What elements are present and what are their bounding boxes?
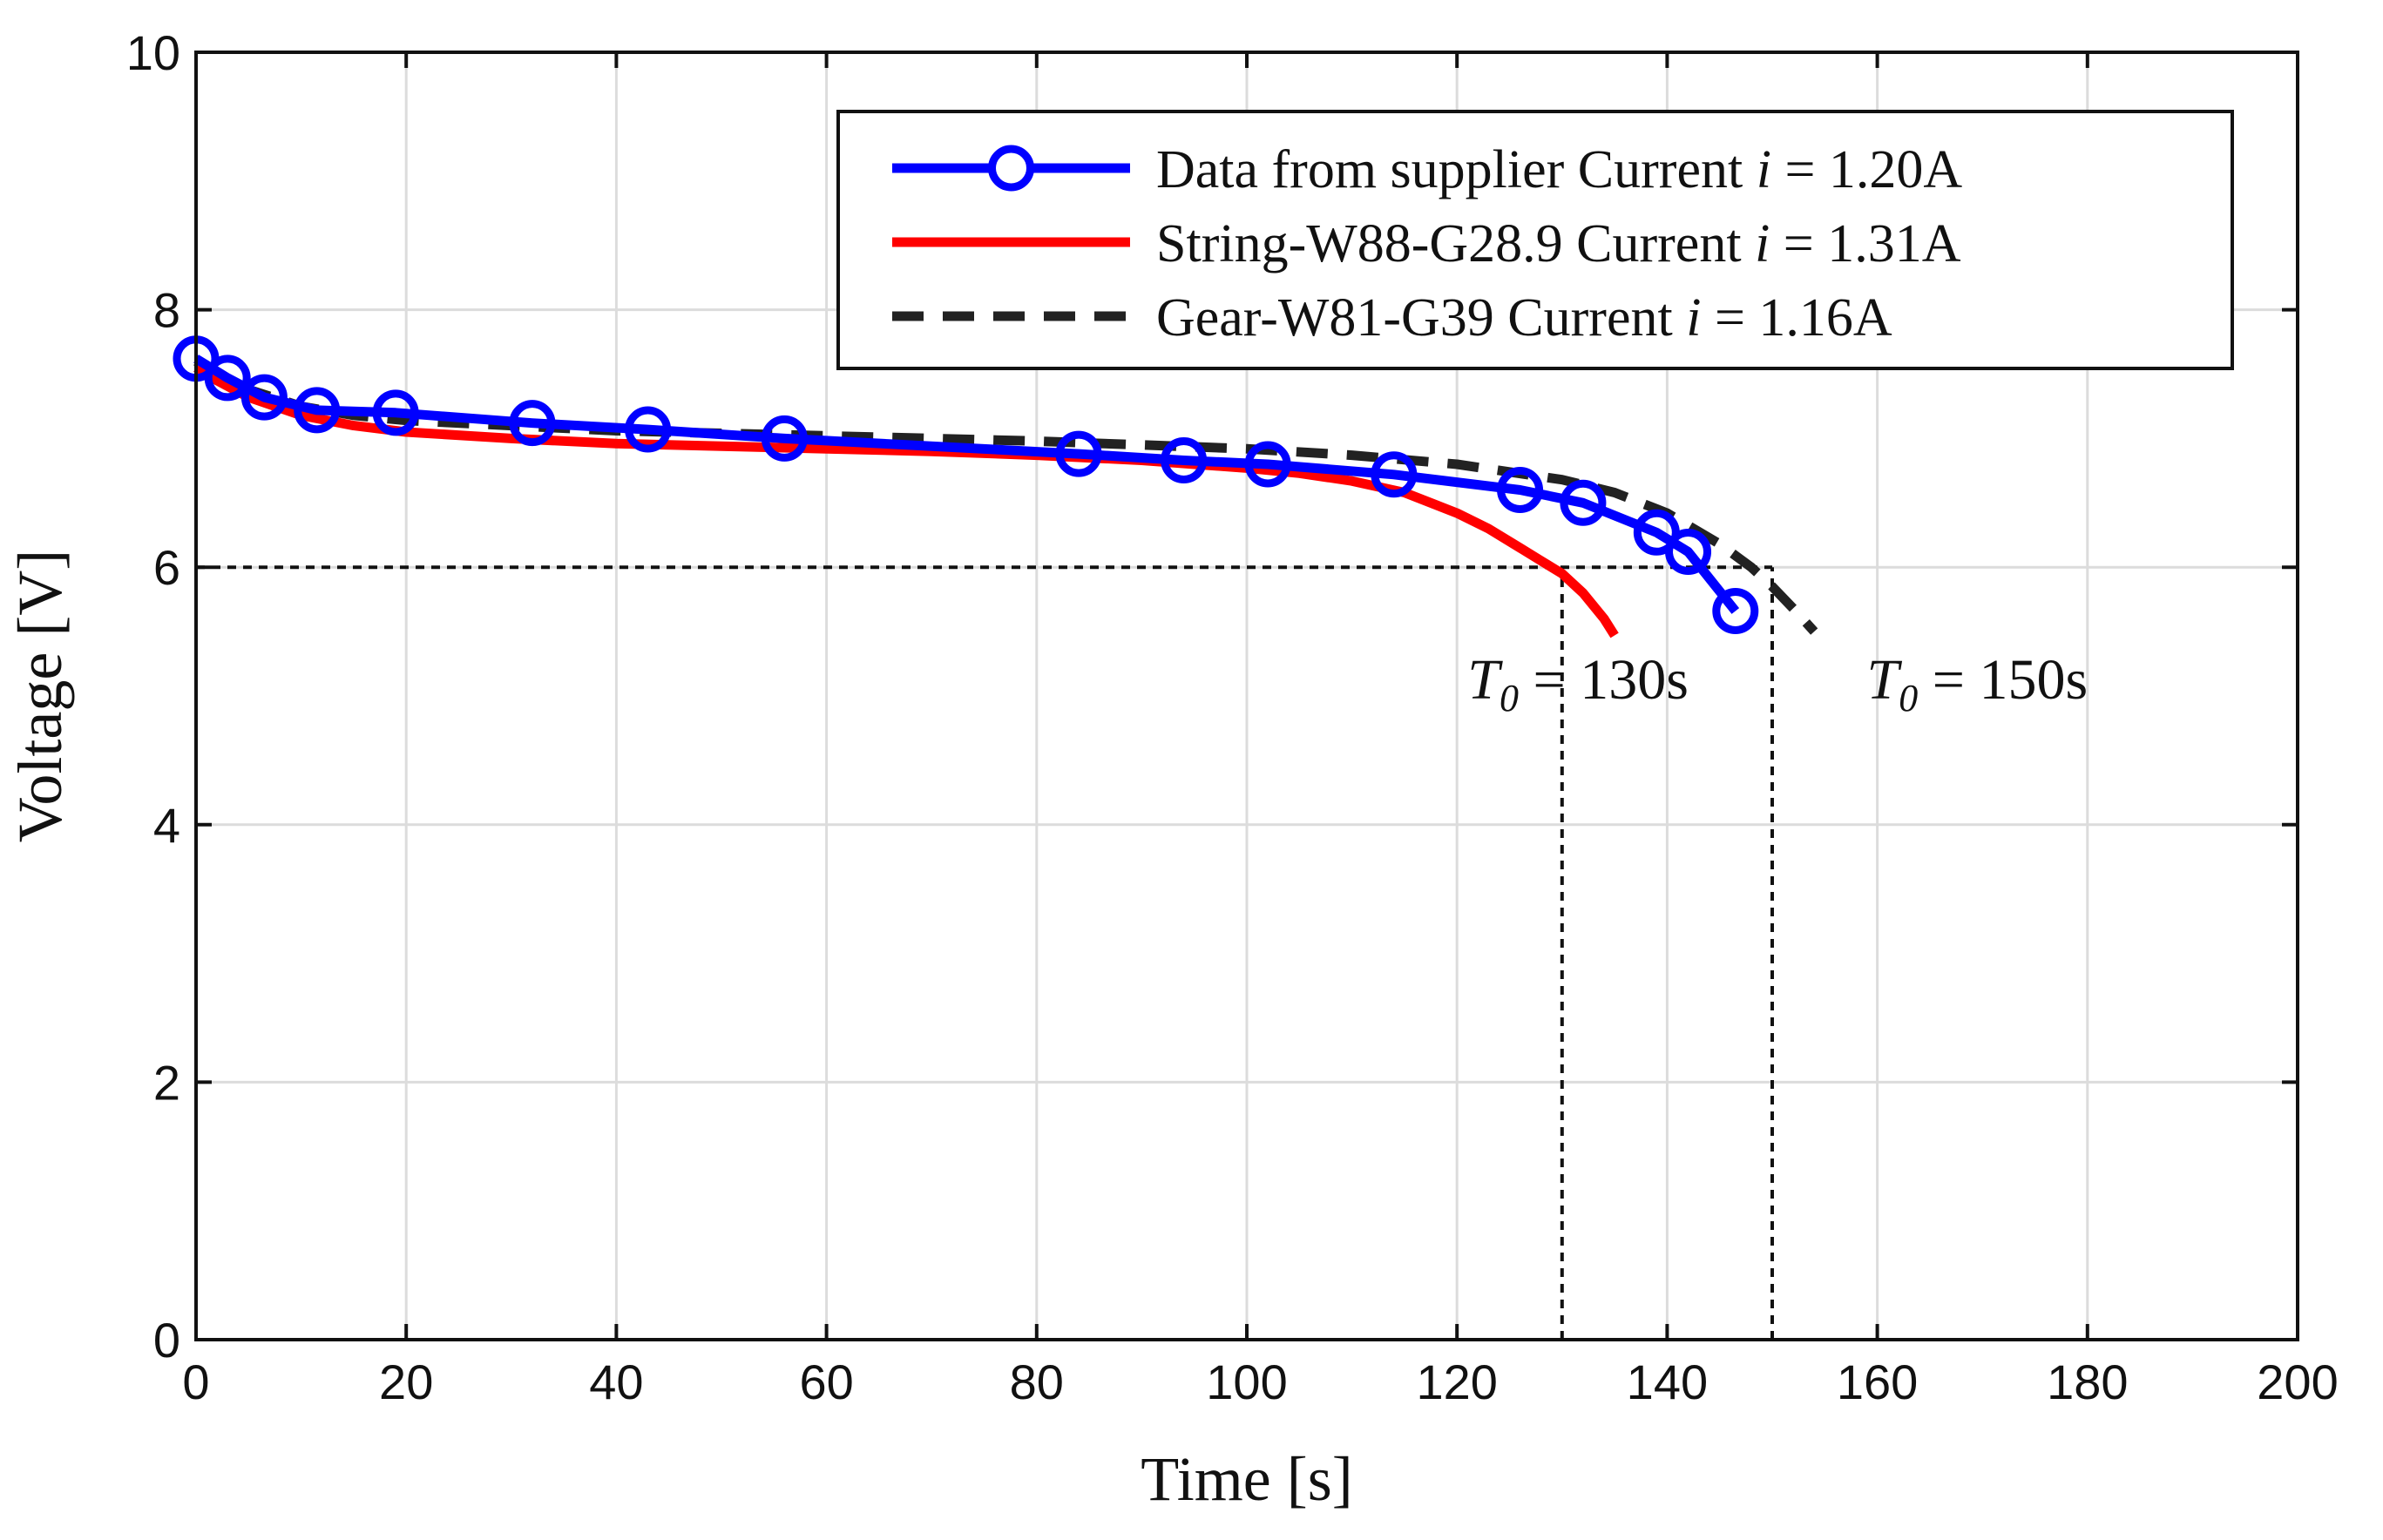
data-point (761, 415, 808, 462)
reference-lines (196, 565, 1774, 1340)
x-tick-label: 80 (1010, 1354, 1064, 1409)
y-tick-label: 6 (153, 540, 180, 595)
x-axis-title: Time [s] (1141, 1444, 1352, 1514)
legend-label-var: i (1757, 140, 1771, 199)
data-point (1665, 528, 1712, 575)
legend-label-suffix: = 1.16A (1701, 288, 1892, 348)
annotation-label: T0 = 130s (1467, 648, 1689, 719)
legend-label-suffix: = 1.20A (1771, 140, 1962, 199)
legend: Data from supplier Current i = 1.20A Stri… (836, 110, 2234, 370)
legend-label-prefix: Gear-W81-G39 Current (1156, 288, 1686, 348)
legend-label: String-W88-G28.9 Current i = 1.31A (1156, 214, 1961, 274)
annotation-var: T (1467, 648, 1503, 712)
data-point (294, 387, 341, 434)
series-0 (173, 335, 1759, 634)
y-tick-label: 8 (153, 283, 180, 338)
legend-label-prefix: String-W88-G28.9 Current (1156, 214, 1755, 274)
data-point (1560, 479, 1607, 526)
data-point (509, 400, 556, 447)
legend-label: Gear-W81-G39 Current i = 1.16A (1156, 288, 1892, 348)
data-point (1161, 437, 1208, 484)
legend-label-var: i (1755, 214, 1770, 274)
x-tick-label: 0 (182, 1354, 209, 1409)
annotations: T0 = 130s T0 = 150s (1467, 648, 2088, 719)
data-point (204, 355, 251, 402)
data-point (240, 374, 288, 421)
x-tick-label: 120 (1416, 1354, 1497, 1409)
data-point (625, 406, 672, 453)
legend-label-prefix: Data from supplier Current (1156, 140, 1757, 199)
data-point (1712, 587, 1759, 634)
y-tick-label: 2 (153, 1055, 180, 1110)
x-tick-label: 40 (589, 1354, 643, 1409)
annotation-text: = 150s (1918, 648, 2088, 712)
x-tick-label: 140 (1627, 1354, 1708, 1409)
y-axis-title: Voltage [V] (5, 550, 75, 843)
x-tick-label: 180 (2047, 1354, 2128, 1409)
x-tick-label: 20 (379, 1354, 433, 1409)
annotation-sub: 0 (1500, 677, 1519, 719)
data-point (372, 389, 419, 436)
data-point (1371, 451, 1418, 498)
legend-label-var: i (1686, 288, 1701, 348)
axis-ticks: 0 20 40 60 80 100 120 140 160 180 200 0 2 4 6 8 10 (126, 25, 2339, 1409)
y-tick-label: 0 (153, 1313, 180, 1368)
x-tick-label: 100 (1206, 1354, 1287, 1409)
series-layer (173, 335, 1818, 638)
annotation-sub: 0 (1899, 677, 1918, 719)
data-point (1497, 467, 1544, 514)
data-point (1055, 430, 1102, 477)
x-tick-label: 160 (1837, 1354, 1918, 1409)
legend-label-suffix: = 1.31A (1770, 214, 1960, 274)
annotation-var: T (1867, 648, 1903, 712)
legend-label: Data from supplier Current i = 1.20A (1156, 140, 1962, 199)
x-tick-label: 60 (799, 1354, 853, 1409)
y-tick-label: 4 (153, 798, 180, 853)
x-tick-label: 200 (2257, 1354, 2338, 1409)
annotation-text: = 130s (1519, 648, 1689, 712)
legend-marker (988, 145, 1034, 192)
annotation-label: T0 = 150s (1867, 648, 2089, 719)
y-tick-label: 10 (126, 25, 180, 80)
data-point (1244, 441, 1291, 488)
